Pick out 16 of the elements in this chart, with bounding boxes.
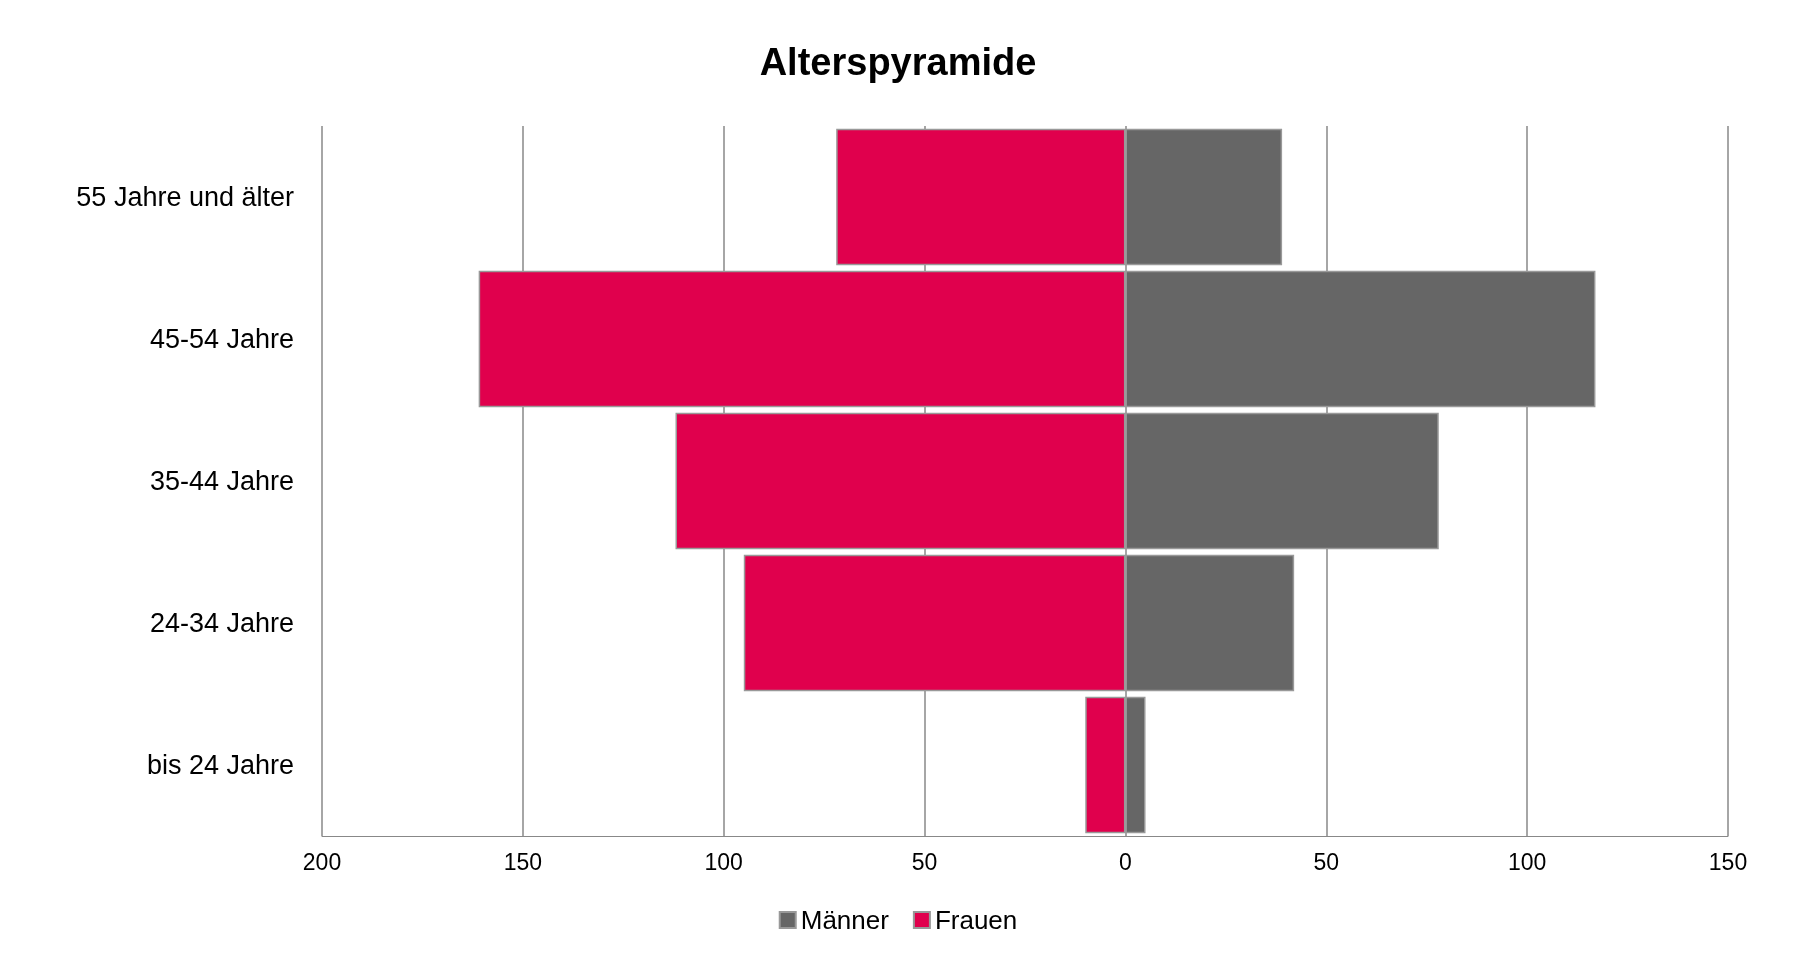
y-tick-label: 24-34 Jahre	[149, 608, 294, 638]
legend-label: Männer	[800, 905, 890, 935]
y-tick-label: bis 24 Jahre	[146, 750, 294, 780]
x-tick-label: 100	[1507, 848, 1547, 875]
x-tick-label: 50	[911, 848, 938, 875]
y-tick-label: 55 Jahre und älter	[76, 182, 294, 212]
y-tick-label: 45-54 Jahre	[149, 324, 294, 354]
x-tick-label: 100	[704, 848, 743, 875]
x-tick-label: 0	[1119, 848, 1132, 875]
x-tick-label: 150	[503, 848, 543, 875]
legend-label: Frauen	[934, 905, 1018, 935]
x-tick-label: 50	[1313, 848, 1340, 875]
x-tick-label: 150	[1708, 848, 1748, 875]
x-tick-label: 200	[302, 848, 342, 875]
y-tick-label: 35-44 Jahre	[149, 466, 294, 496]
chart-title: Alterspyramide	[759, 41, 1037, 83]
